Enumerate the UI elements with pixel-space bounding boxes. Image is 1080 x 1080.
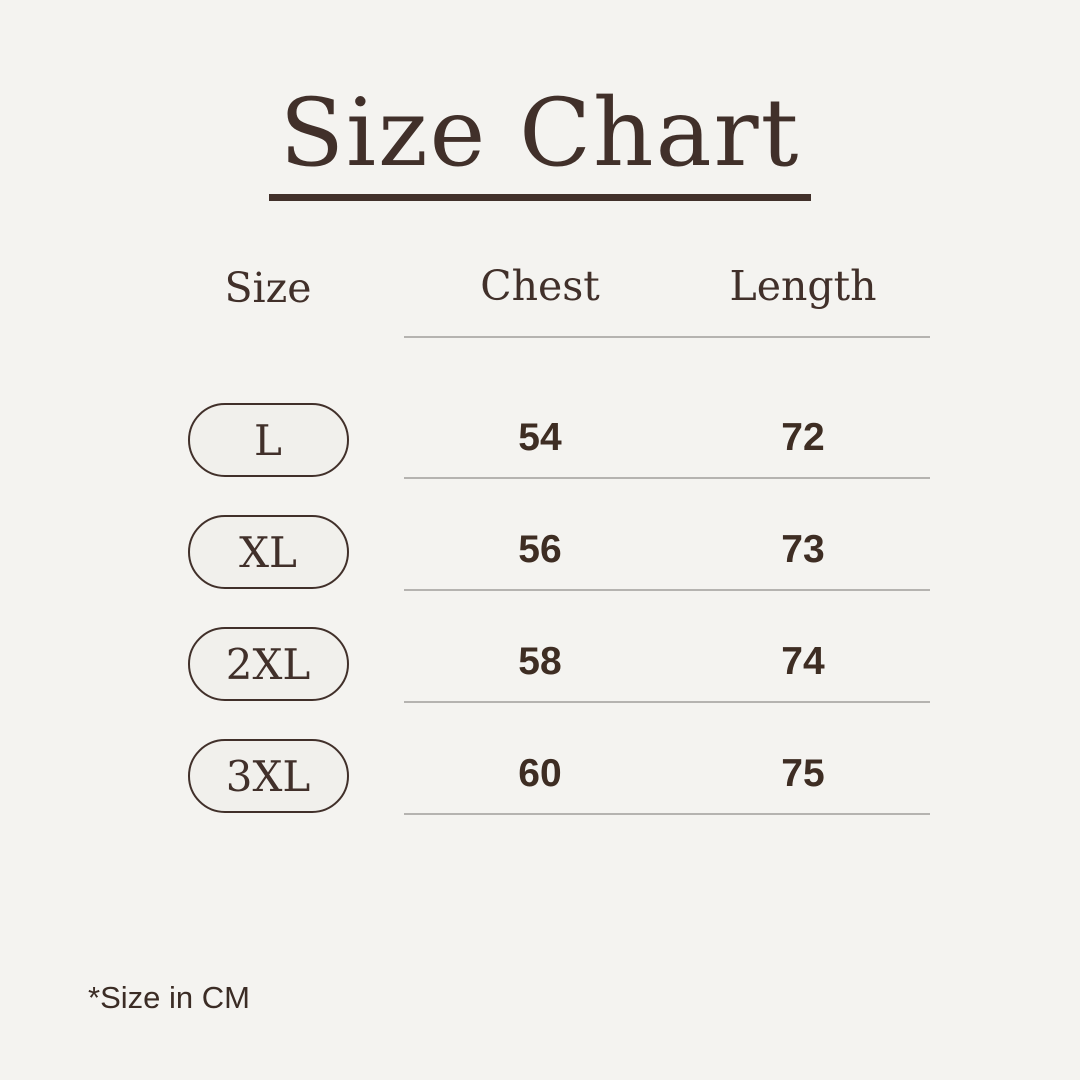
- size-table: Size Chest Length L 54 72 XL: [155, 201, 930, 816]
- chest-value: 58: [518, 640, 562, 684]
- table-row: XL 56 73: [155, 479, 930, 592]
- size-cell: 3XL: [155, 703, 381, 815]
- table-row: 3XL 60 75: [155, 703, 930, 816]
- header-cell-size: Size: [155, 201, 381, 338]
- header-cell-length: Length: [676, 201, 930, 336]
- size-pill-2xl: 2XL: [187, 627, 349, 702]
- size-pill-3xl: 3XL: [187, 739, 349, 814]
- size-cell: XL: [155, 479, 381, 591]
- length-value: 74: [781, 640, 825, 684]
- header-values: Chest Length: [404, 201, 930, 339]
- chest-value: 60: [518, 752, 562, 796]
- length-value: 75: [781, 752, 825, 796]
- size-unit-footnote: *Size in CM: [88, 980, 250, 1015]
- row-values: 60 75: [404, 703, 930, 816]
- size-cell: 2XL: [155, 591, 381, 703]
- page-title: Size Chart: [279, 79, 801, 188]
- size-column-header: Size: [224, 264, 312, 313]
- header-cell-chest: Chest: [404, 201, 676, 336]
- size-pill-l: L: [187, 403, 349, 478]
- chest-value: 54: [518, 416, 562, 460]
- length-value: 72: [781, 416, 825, 460]
- chest-column-header: Chest: [480, 262, 600, 311]
- title-block: Size Chart: [0, 0, 1080, 202]
- length-column-header: Length: [729, 262, 877, 311]
- table-row: 2XL 58 74: [155, 591, 930, 704]
- title-underline: [269, 194, 811, 202]
- size-cell: L: [155, 338, 381, 479]
- size-pill-xl: XL: [187, 515, 349, 590]
- row-values: 58 74: [404, 591, 930, 704]
- row-values: 54 72: [404, 338, 930, 480]
- chest-value: 56: [518, 528, 562, 572]
- table-row: L 54 72: [155, 338, 930, 480]
- length-value: 73: [781, 528, 825, 572]
- row-values: 56 73: [404, 479, 930, 592]
- table-header-row: Size Chest Length: [155, 201, 930, 339]
